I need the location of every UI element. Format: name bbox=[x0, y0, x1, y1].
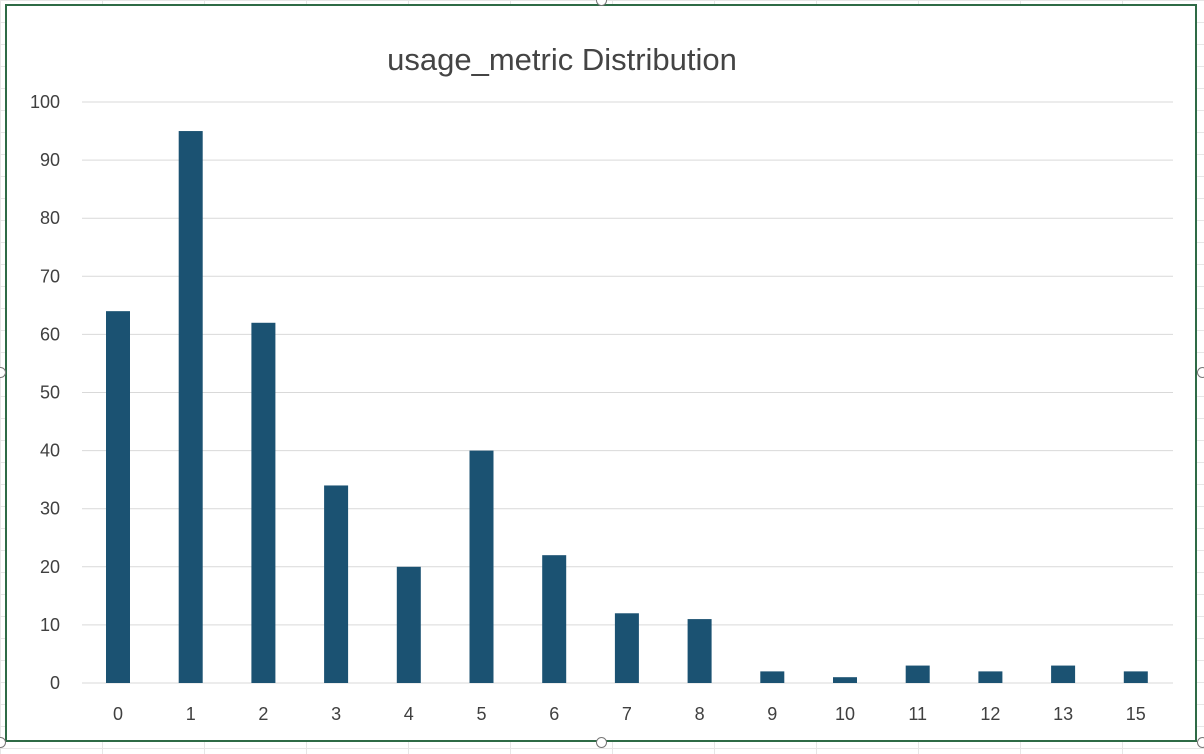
x-tick-label: 4 bbox=[404, 704, 414, 724]
bar-4[interactable] bbox=[396, 566, 421, 683]
x-tick-label: 15 bbox=[1126, 704, 1146, 724]
x-tick-label: 9 bbox=[767, 704, 777, 724]
bar-5[interactable] bbox=[469, 450, 494, 683]
bar-6[interactable] bbox=[542, 555, 567, 683]
x-axis-tick-labels: 0 1 2 3 4 5 6 7 8 9 10 11 12 13 15 bbox=[113, 704, 1146, 724]
bar-9[interactable] bbox=[760, 671, 785, 683]
x-tick-label: 7 bbox=[622, 704, 632, 724]
bar-2[interactable] bbox=[251, 322, 276, 683]
y-tick-label: 70 bbox=[40, 266, 60, 286]
y-tick-label: 40 bbox=[40, 441, 60, 461]
bar-11[interactable] bbox=[905, 665, 930, 683]
x-tick-label: 2 bbox=[258, 704, 268, 724]
bar-15[interactable] bbox=[1123, 671, 1148, 683]
bar-13[interactable] bbox=[1051, 665, 1076, 683]
bar-1[interactable] bbox=[178, 131, 203, 684]
y-tick-label: 50 bbox=[40, 383, 60, 403]
x-tick-label: 13 bbox=[1053, 704, 1073, 724]
bars bbox=[106, 131, 1148, 684]
y-tick-label: 30 bbox=[40, 499, 60, 519]
x-tick-label: 10 bbox=[835, 704, 855, 724]
y-tick-label: 0 bbox=[50, 673, 60, 693]
bar-3[interactable] bbox=[324, 485, 349, 683]
gridlines bbox=[82, 101, 1173, 684]
x-tick-label: 3 bbox=[331, 704, 341, 724]
y-tick-label: 90 bbox=[40, 150, 60, 170]
x-tick-label: 6 bbox=[549, 704, 559, 724]
y-tick-label: 80 bbox=[40, 208, 60, 228]
resize-handle-right[interactable] bbox=[1197, 367, 1204, 378]
y-tick-label: 100 bbox=[30, 92, 60, 112]
y-tick-label: 20 bbox=[40, 557, 60, 577]
bar-7[interactable] bbox=[614, 613, 639, 683]
bar-0[interactable] bbox=[106, 311, 130, 683]
resize-handle-bottom-right[interactable] bbox=[1197, 737, 1204, 748]
x-tick-label: 11 bbox=[908, 704, 927, 724]
x-tick-label: 12 bbox=[980, 704, 1000, 724]
x-tick-label: 8 bbox=[695, 704, 705, 724]
x-tick-label: 1 bbox=[186, 704, 196, 724]
bar-10[interactable] bbox=[833, 677, 857, 683]
x-tick-label: 5 bbox=[476, 704, 486, 724]
y-axis-tick-labels: 0 10 20 30 40 50 60 70 80 90 100 bbox=[30, 92, 60, 693]
chart-area[interactable] bbox=[5, 4, 1197, 742]
y-tick-label: 10 bbox=[40, 615, 60, 635]
bar-8[interactable] bbox=[687, 619, 712, 683]
x-tick-label: 0 bbox=[113, 704, 123, 724]
y-tick-label: 60 bbox=[40, 324, 60, 344]
chart-title: usage_metric Distribution bbox=[387, 42, 737, 77]
bar-12[interactable] bbox=[978, 671, 1003, 683]
resize-handle-bottom[interactable] bbox=[596, 737, 607, 748]
